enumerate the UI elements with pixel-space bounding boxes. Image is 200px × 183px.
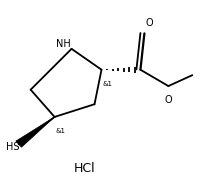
Text: HS: HS — [6, 142, 20, 152]
Text: O: O — [164, 95, 171, 105]
Text: O: O — [145, 18, 152, 28]
Text: NH: NH — [56, 39, 71, 49]
Text: &1: &1 — [55, 128, 65, 134]
Polygon shape — [16, 117, 54, 147]
Text: HCl: HCl — [73, 162, 95, 175]
Text: &1: &1 — [102, 81, 112, 87]
